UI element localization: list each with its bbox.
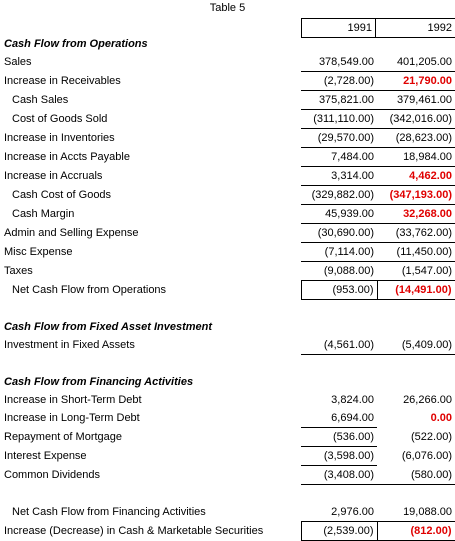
- value-1991: (329,882.00): [301, 185, 377, 205]
- row-label: Taxes: [4, 265, 33, 277]
- value-1992: (6,076.00): [401, 450, 452, 462]
- table-title: Table 5: [209, 2, 246, 14]
- table-row: Cost of Goods Sold (311,110.00) (342,016…: [0, 109, 455, 129]
- value-1991: 3,314.00: [301, 166, 377, 186]
- row-label: Increase in Receivables: [4, 75, 121, 87]
- row-label: Investment in Fixed Assets: [4, 339, 135, 352]
- table-row: Increase (Decrease) in Cash & Marketable…: [0, 521, 455, 541]
- table-row: Net Cash Flow from Operations (953.00) (…: [0, 280, 455, 300]
- row-label: Increase (Decrease) in Cash & Marketable…: [4, 525, 264, 537]
- table-row: Cash Cost of Goods (329,882.00) (347,193…: [0, 185, 455, 205]
- row-label: Cash Sales: [12, 94, 69, 106]
- value-1991: (9,088.00): [301, 261, 377, 281]
- spreadsheet-table: Table 5 1991 1992 Cash Flow from Operati…: [4, 2, 455, 541]
- table-row: Investment in Fixed Assets (4,561.00) (5…: [0, 336, 455, 355]
- year-header-1992: 1992: [375, 18, 455, 38]
- value-1991: (953.00): [300, 280, 378, 300]
- value-1991: 378,549.00: [301, 53, 377, 72]
- row-label: Cash Cost of Goods: [12, 189, 112, 201]
- value-1992: (14,491.00): [376, 280, 455, 300]
- value-1991: 2,976.00: [301, 503, 377, 522]
- value-1991: 3,824.00: [331, 394, 374, 406]
- year-header-1991: 1991: [301, 18, 375, 38]
- table-row: Net Cash Flow from Financing Activities …: [0, 503, 455, 522]
- row-label: Increase in Inventories: [4, 132, 115, 144]
- row-label: Admin and Selling Expense: [4, 227, 139, 239]
- table-row: Increase in Short-Term Debt 3,824.00 26,…: [0, 391, 455, 409]
- row-label: Net Cash Flow from Financing Activities: [12, 506, 206, 519]
- table-row: Sales 378,549.00 401,205.00: [0, 53, 455, 72]
- table-row: Cash Flow from Financing Activities: [0, 373, 455, 391]
- row-label: Cash Margin: [12, 208, 75, 220]
- table-row: Increase in Receivables (2,728.00) 21,79…: [0, 71, 455, 91]
- table-row: Increase in Inventories (29,570.00) (28,…: [0, 128, 455, 148]
- value-1992: 21,790.00: [377, 71, 455, 91]
- section-heading-financing: Cash Flow from Financing Activities: [4, 376, 194, 388]
- value-1992: 379,461.00: [377, 90, 455, 110]
- row-label: Common Dividends: [4, 469, 100, 481]
- value-1992: 19,088.00: [377, 503, 455, 522]
- value-1991: (2,728.00): [301, 71, 377, 91]
- table-row: Admin and Selling Expense (30,690.00) (3…: [0, 223, 455, 243]
- value-1991: 6,694.00: [301, 409, 377, 428]
- table-row: Increase in Accruals 3,314.00 4,462.00: [0, 166, 455, 186]
- value-1991: 7,484.00: [301, 147, 377, 167]
- value-1992: 18,984.00: [377, 147, 455, 167]
- value-1992: 4,462.00: [377, 166, 455, 186]
- row-label: Increase in Short-Term Debt: [4, 394, 142, 406]
- table-row: Cash Flow from Fixed Asset Investment: [0, 318, 455, 336]
- value-1992: (33,762.00): [377, 223, 455, 243]
- cash-flow-table: Cash Flow from Operations Sales 378,549.…: [0, 35, 455, 541]
- row-label: Interest Expense: [4, 450, 87, 462]
- value-1991: (29,570.00): [301, 128, 377, 148]
- value-1992: (522.00): [411, 431, 452, 443]
- value-1991: (30,690.00): [301, 223, 377, 243]
- value-1992: (342,016.00): [377, 109, 455, 129]
- row-label: Repayment of Mortgage: [4, 431, 123, 443]
- table-row: Common Dividends (3,408.00) (580.00): [0, 465, 455, 485]
- value-1991: (2,539.00): [300, 521, 378, 541]
- table-row: Misc Expense (7,114.00) (11,450.00): [0, 242, 455, 262]
- value-1991: (7,114.00): [301, 242, 377, 262]
- value-1992: (11,450.00): [377, 242, 455, 262]
- row-label: Sales: [4, 56, 32, 69]
- section-heading-operations: Cash Flow from Operations: [4, 38, 148, 50]
- row-label: Increase in Accruals: [4, 170, 103, 182]
- value-1992: 0.00: [430, 412, 452, 425]
- row-label: Cost of Goods Sold: [12, 113, 108, 125]
- value-1991: (311,110.00): [301, 109, 377, 129]
- value-1992: 26,266.00: [403, 394, 452, 406]
- row-label: Net Cash Flow from Operations: [12, 284, 167, 296]
- value-1992: (1,547.00): [377, 261, 455, 281]
- value-1991: (536.00): [301, 427, 377, 447]
- value-1992: 32,268.00: [377, 204, 455, 224]
- value-1992: (347,193.00): [377, 185, 455, 205]
- value-1992: (5,409.00): [377, 336, 455, 355]
- value-1991: 375,821.00: [301, 90, 377, 110]
- value-1991: (3,408.00): [301, 465, 377, 485]
- table-row: Cash Flow from Operations: [0, 35, 455, 53]
- row-label: Misc Expense: [4, 246, 73, 258]
- table-row: Taxes (9,088.00) (1,547.00): [0, 261, 455, 281]
- table-row: Cash Margin 45,939.00 32,268.00: [0, 204, 455, 224]
- table-row: Cash Sales 375,821.00 379,461.00: [0, 90, 455, 110]
- value-1991: (3,598.00): [301, 446, 377, 466]
- value-1992: 401,205.00: [377, 53, 455, 72]
- value-1992: (28,623.00): [377, 128, 455, 148]
- value-1991: 45,939.00: [301, 204, 377, 224]
- table-row: Repayment of Mortgage (536.00) (522.00): [0, 427, 455, 447]
- table-row: Increase in Long-Term Debt 6,694.00 0.00: [0, 409, 455, 428]
- value-1991: (4,561.00): [301, 336, 377, 355]
- row-label: Increase in Accts Payable: [4, 151, 130, 163]
- section-heading-fixed-asset: Cash Flow from Fixed Asset Investment: [4, 321, 213, 333]
- table-row: Interest Expense (3,598.00) (6,076.00): [0, 446, 455, 466]
- value-1992: (812.00): [376, 521, 455, 541]
- row-label: Increase in Long-Term Debt: [4, 412, 140, 425]
- table-row: Increase in Accts Payable 7,484.00 18,98…: [0, 147, 455, 167]
- value-1992: (580.00): [377, 465, 455, 485]
